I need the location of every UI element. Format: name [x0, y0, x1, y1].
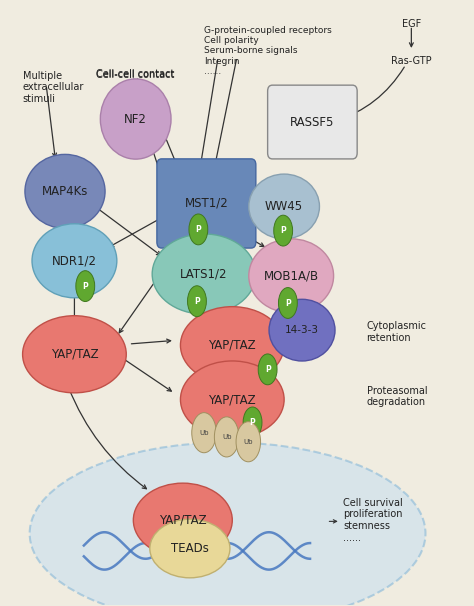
Text: P: P [82, 282, 88, 291]
Ellipse shape [214, 417, 239, 457]
Text: NDR1/2: NDR1/2 [52, 255, 97, 267]
Ellipse shape [152, 234, 256, 314]
Text: Cell survival
proliferation
stemness
......: Cell survival proliferation stemness ...… [343, 498, 403, 542]
FancyBboxPatch shape [157, 159, 256, 248]
Text: YAP/TAZ: YAP/TAZ [209, 339, 256, 351]
Text: MOB1A/B: MOB1A/B [264, 269, 319, 282]
Ellipse shape [133, 483, 232, 557]
Ellipse shape [25, 155, 105, 228]
Ellipse shape [192, 413, 216, 453]
Text: Cell-cell contact: Cell-cell contact [97, 70, 175, 80]
Text: Ub: Ub [244, 439, 253, 445]
Ellipse shape [30, 442, 426, 606]
Text: Proteasomal
degradation: Proteasomal degradation [366, 385, 427, 407]
Text: P: P [250, 418, 255, 427]
Text: NF2: NF2 [124, 113, 147, 125]
Ellipse shape [188, 286, 206, 316]
Ellipse shape [189, 214, 208, 245]
Ellipse shape [181, 361, 284, 438]
Text: WW45: WW45 [265, 200, 303, 213]
Text: P: P [280, 226, 286, 235]
Text: MAP4Ks: MAP4Ks [42, 185, 88, 198]
Text: P: P [194, 297, 200, 305]
Ellipse shape [274, 215, 292, 246]
Ellipse shape [258, 354, 277, 385]
Ellipse shape [76, 271, 95, 302]
Text: Ub: Ub [199, 430, 209, 436]
Text: P: P [285, 299, 291, 307]
Text: P: P [195, 225, 201, 234]
Text: Ub: Ub [222, 434, 231, 440]
Text: Multiple
extracellular
stimuli: Multiple extracellular stimuli [23, 71, 84, 104]
Ellipse shape [243, 407, 262, 438]
Ellipse shape [236, 422, 261, 462]
Text: 14-3-3: 14-3-3 [285, 325, 319, 335]
Ellipse shape [32, 224, 117, 298]
Ellipse shape [278, 288, 297, 318]
Text: MST1/2: MST1/2 [184, 197, 228, 210]
Text: Ras-GTP: Ras-GTP [391, 56, 432, 65]
Text: P: P [265, 365, 271, 374]
Ellipse shape [249, 174, 319, 239]
Text: LATS1/2: LATS1/2 [180, 267, 228, 281]
Text: YAP/TAZ: YAP/TAZ [209, 393, 256, 406]
Text: YAP/TAZ: YAP/TAZ [51, 348, 98, 361]
Text: TEADs: TEADs [171, 542, 209, 555]
Text: Cell-cell contact: Cell-cell contact [97, 68, 175, 79]
Ellipse shape [150, 519, 230, 578]
Ellipse shape [269, 299, 335, 361]
Ellipse shape [249, 239, 334, 313]
Ellipse shape [100, 79, 171, 159]
Text: G-protein-coupled receptors
Cell polarity
Serum-borne signals
Integrin
......: G-protein-coupled receptors Cell polarit… [204, 25, 332, 76]
FancyBboxPatch shape [268, 85, 357, 159]
Text: EGF: EGF [402, 19, 421, 30]
Text: Cytoplasmic
retention: Cytoplasmic retention [366, 321, 427, 343]
Ellipse shape [23, 316, 126, 393]
Ellipse shape [181, 307, 284, 384]
Text: YAP/TAZ: YAP/TAZ [159, 514, 207, 527]
Text: RASSF5: RASSF5 [290, 116, 335, 128]
